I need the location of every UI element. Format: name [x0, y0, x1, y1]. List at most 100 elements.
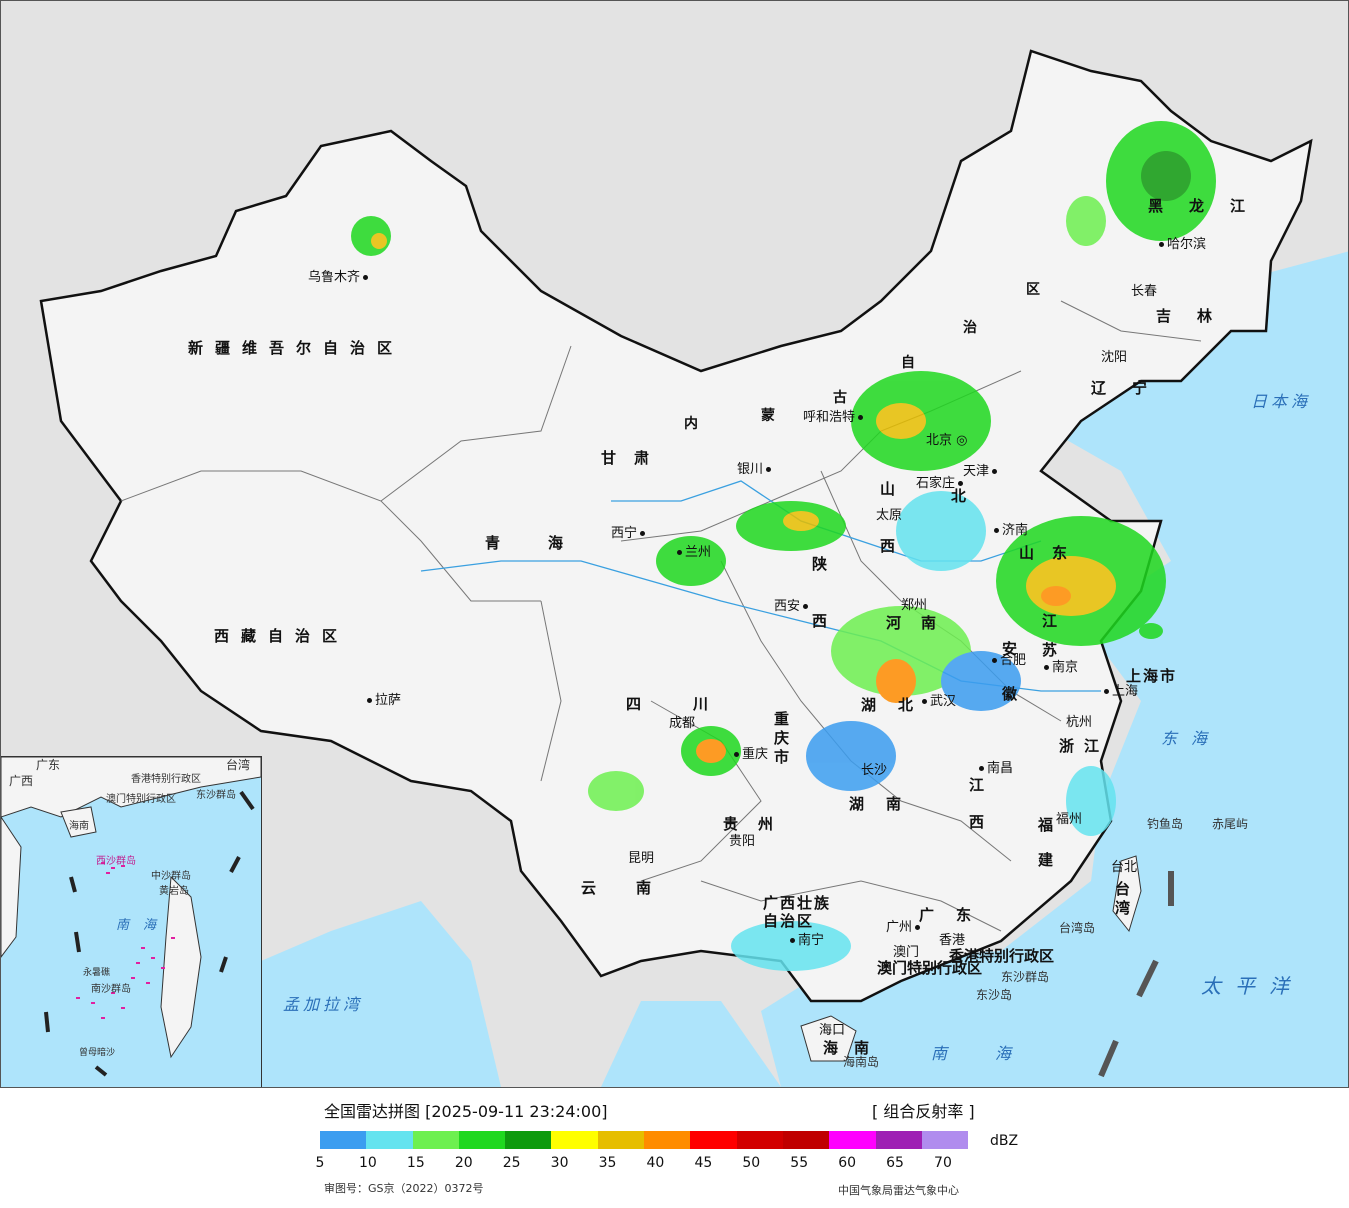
- legend-swatch: [366, 1131, 413, 1149]
- province-neimenggu-2: 蒙: [761, 408, 775, 424]
- legend-tick: 25: [502, 1155, 521, 1171]
- legend-tick: 50: [742, 1155, 761, 1171]
- island-dongsha-group: 东沙群岛: [1001, 970, 1050, 984]
- province-neimenggu-4: 自: [901, 355, 915, 371]
- legend-tick: 20: [454, 1155, 473, 1171]
- china-land: [39, 49, 1313, 1003]
- province-zhejiang: 浙江: [1059, 737, 1110, 755]
- province-qinghai: 青海: [485, 534, 612, 552]
- inset-base: [1, 757, 261, 1077]
- inset-hainan: 海南: [69, 821, 89, 832]
- legend-product-type: [ 组合反射率 ]: [872, 1102, 975, 1121]
- province-shaanxi: 陕西: [810, 556, 828, 670]
- city-lanzhou: 兰州: [674, 546, 711, 559]
- city-xining: 西宁: [611, 527, 648, 540]
- city-jinan: 济南: [991, 524, 1028, 537]
- legend-tick: 5: [315, 1155, 325, 1171]
- legend-swatch: [782, 1131, 830, 1149]
- city-tianjin: 天津: [963, 465, 1000, 478]
- island-hainan: 海南岛: [843, 1055, 880, 1069]
- organization-name: 中国气象局雷达气象中心: [838, 1184, 959, 1197]
- ocean-south: [601, 1001, 781, 1087]
- legend-swatch: [505, 1131, 552, 1149]
- legend-swatch: [458, 1131, 506, 1149]
- city-lhasa: 拉萨: [364, 694, 401, 707]
- province-henan: 河南: [886, 614, 957, 632]
- ocean-east: [761, 251, 1348, 1087]
- city-nanchang: 南昌: [976, 762, 1013, 775]
- city-harbin: 哈尔滨: [1156, 238, 1206, 251]
- city-kunming: 昆明: [628, 851, 655, 866]
- legend-tick: 30: [550, 1155, 569, 1171]
- city-nanning: 南宁: [787, 934, 824, 947]
- legend-tick: 65: [886, 1155, 904, 1171]
- city-xian: 西安: [774, 600, 811, 613]
- city-guangzhou: 广州: [886, 921, 923, 934]
- city-shanghai: 上海: [1101, 685, 1138, 698]
- legend-tick: 10: [358, 1155, 377, 1171]
- province-jiangxi: 江西: [967, 777, 985, 851]
- sea-south: 南海: [931, 1044, 1060, 1063]
- legend-swatch: [736, 1131, 783, 1149]
- legend-swatch: [875, 1131, 922, 1149]
- legend-title: 全国雷达拼图 [2025-09-11 23:24:00]: [324, 1102, 608, 1121]
- legend-tick: 70: [934, 1155, 952, 1171]
- legend-unit: dBZ: [990, 1133, 1019, 1149]
- taiwan-land: [1112, 855, 1142, 933]
- province-shanxi: 山西: [878, 481, 896, 595]
- inset-xisha: 西沙群岛: [96, 856, 136, 867]
- map-base: [39, 49, 1348, 1087]
- city-guiyang: 贵阳: [729, 834, 756, 849]
- hainan-land: [800, 1015, 857, 1062]
- city-urumqi: 乌鲁木齐: [308, 271, 371, 284]
- island-dongsha: 东沙岛: [976, 988, 1013, 1002]
- island-diaoyu: 钓鱼岛: [1147, 817, 1184, 831]
- province-neimenggu-1: 内: [684, 416, 698, 432]
- city-chengdu: 成都: [669, 716, 696, 731]
- city-taiyuan: 太原: [876, 508, 903, 523]
- province-hainan: 海南: [823, 1039, 886, 1057]
- province-sichuan: 四川: [626, 695, 761, 713]
- province-guangdong: 广东: [919, 906, 994, 924]
- city-taipei: 台北: [1111, 860, 1138, 875]
- inset-hk-sar: 香港特别行政区: [131, 774, 201, 785]
- city-nanjing: 南京: [1041, 661, 1078, 674]
- province-guangxi: 广西壮族自治区: [763, 894, 832, 930]
- province-jiangsu: 江苏: [1040, 613, 1058, 671]
- province-tibet: 西藏自治区: [214, 627, 350, 645]
- legend-swatch: [597, 1131, 645, 1149]
- city-macau: 澳门: [893, 945, 920, 960]
- province-gansu: 甘肃: [601, 449, 668, 467]
- inset-yongshu: 永暑礁: [83, 968, 111, 978]
- province-jilin: 吉林: [1156, 307, 1239, 325]
- south-china-sea-inset: 广东 广西 台湾 香港特别行政区 澳门特别行政区 东沙群岛 海南 西沙群岛 中沙…: [1, 756, 262, 1087]
- city-changsha: 长沙: [861, 763, 888, 778]
- province-xinjiang: 新疆维吾尔自治区: [188, 339, 405, 357]
- city-yinchuan: 银川: [737, 463, 774, 476]
- city-hangzhou: 杭州: [1066, 715, 1093, 730]
- inset-dongsha: 东沙群岛: [196, 790, 236, 801]
- city-fuzhou: 福州: [1056, 812, 1083, 827]
- inset-guangxi: 广西: [9, 774, 34, 788]
- city-wuhan: 武汉: [919, 695, 956, 708]
- province-fujian: 福建: [1036, 817, 1054, 887]
- province-guizhou: 贵州: [723, 815, 794, 833]
- city-zhengzhou: 郑州: [901, 598, 928, 613]
- city-haikou: 海口: [819, 1023, 846, 1038]
- sea-east: 东海: [1161, 729, 1222, 748]
- legend-tick: 60: [838, 1155, 857, 1171]
- legend-swatch: [551, 1131, 598, 1149]
- island-taiwan: 台湾岛: [1059, 921, 1096, 935]
- city-shenyang: 沈阳: [1101, 350, 1128, 365]
- legend-swatch: [921, 1131, 969, 1149]
- hk-sar-label: 香港特别行政区: [949, 947, 1055, 965]
- ocean-bengal: [261, 901, 501, 1087]
- sea-bengal: 孟加拉湾: [283, 995, 364, 1014]
- map-review-number: 审图号：GS京（2022）0372号: [324, 1182, 484, 1195]
- sea-boundary-dashes: [1098, 871, 1174, 1078]
- province-chongqing: 重庆市: [772, 711, 790, 768]
- island-chiwei: 赤尾屿: [1212, 817, 1249, 831]
- city-shijiazhuang: 石家庄: [916, 477, 966, 490]
- province-borders: [120, 300, 1202, 932]
- macau-sar-label: 澳门特别行政区: [877, 959, 983, 977]
